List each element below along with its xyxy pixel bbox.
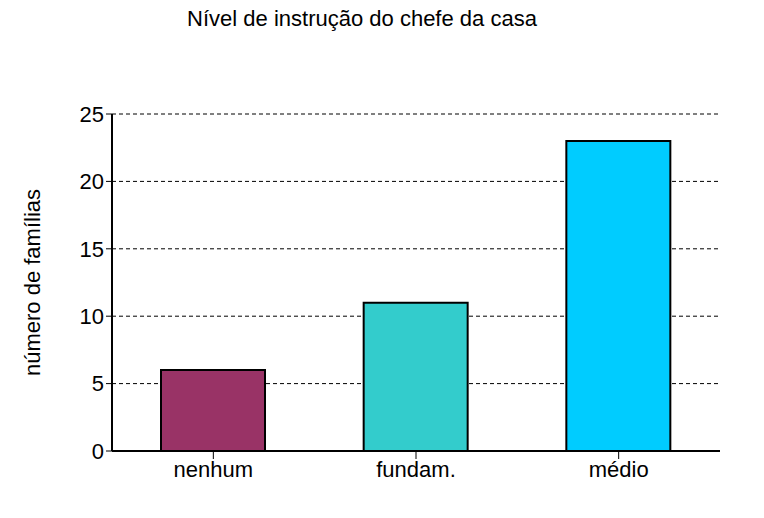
svg-text:fundam.: fundam. [376, 457, 456, 482]
svg-text:10: 10 [80, 304, 104, 329]
svg-text:0: 0 [92, 439, 104, 464]
svg-text:15: 15 [80, 237, 104, 262]
svg-text:médio: médio [589, 457, 649, 482]
svg-text:nenhum: nenhum [174, 457, 254, 482]
svg-text:25: 25 [80, 102, 104, 127]
html-text:Nível de instrução do chefe da: Nível de instrução do chefe da casa [187, 6, 537, 31]
svg-text:número de famílias: número de famílias [20, 189, 45, 376]
svg-text:20: 20 [80, 169, 104, 194]
svg-text:5: 5 [92, 371, 104, 396]
